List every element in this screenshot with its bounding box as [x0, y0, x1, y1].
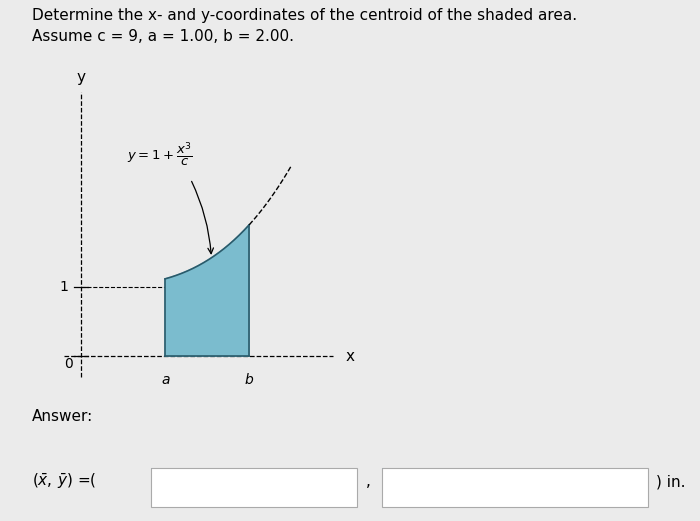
Text: 0: 0 [64, 357, 73, 371]
Text: 1: 1 [60, 280, 69, 293]
Text: ) in.: ) in. [656, 475, 685, 489]
Polygon shape [165, 225, 249, 356]
Text: $(\bar{x},\,\bar{y})$ =(: $(\bar{x},\,\bar{y})$ =( [32, 473, 96, 491]
Text: x: x [346, 349, 355, 364]
Text: a: a [161, 374, 169, 388]
Text: y: y [77, 70, 85, 85]
Text: $y = 1+\dfrac{x^3}{c}$: $y = 1+\dfrac{x^3}{c}$ [127, 141, 193, 168]
Text: Assume c = 9, a = 1.00, b = 2.00.: Assume c = 9, a = 1.00, b = 2.00. [32, 29, 293, 44]
Text: b: b [245, 374, 253, 388]
Text: Answer:: Answer: [32, 409, 92, 424]
Text: Determine the x- and y-coordinates of the centroid of the shaded area.: Determine the x- and y-coordinates of th… [32, 8, 577, 23]
Text: i: i [166, 478, 172, 497]
Text: i: i [397, 478, 402, 497]
Text: ,: , [365, 475, 370, 489]
